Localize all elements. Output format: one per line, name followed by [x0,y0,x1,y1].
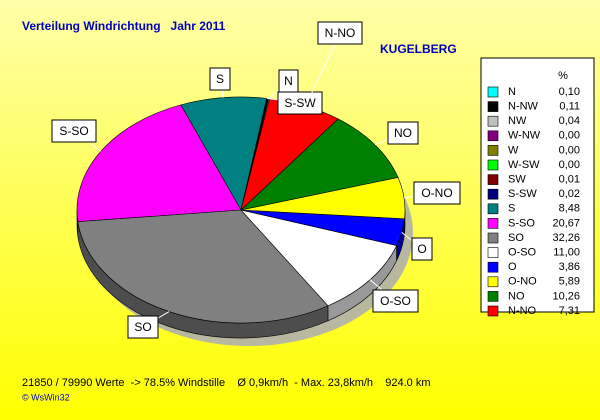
slice-label: N-NO [325,26,356,40]
legend-value: 0,10 [559,86,580,98]
slice-label-box [277,91,323,115]
legend-value: 20,67 [552,217,580,229]
legend-value: 0,00 [559,159,580,171]
slice-label: N [284,74,293,88]
slice-label: O-NO [421,186,452,200]
legend-value: 32,26 [552,232,580,244]
slice-label-box [372,289,419,313]
legend-swatch [487,305,499,317]
legend-swatch [487,101,499,112]
slice [240,118,399,211]
legend-value: 0,01 [559,174,580,186]
legend-label: NO [508,290,525,302]
legend-swatch [487,159,499,171]
slice-label: S-SW [284,96,316,110]
leader-line [305,32,341,107]
legend-label: SW [508,174,526,186]
legend-swatch [487,203,499,215]
legend-label: W-NW [508,130,541,142]
slice-label-box [51,119,97,143]
legend-label: W [508,144,519,156]
slice-label: NO [394,126,412,140]
footer: 21850 / 79990 Werte -> 78.5% Windstille … [22,377,431,389]
slice [76,104,242,223]
slice-label-box [413,181,461,205]
slice-label: O-SO [380,294,411,308]
legend-label: S-SW [508,188,537,200]
slice [240,209,398,307]
legend-value: 0,04 [559,115,580,127]
legend-value: 7,31 [559,305,580,317]
legend-swatch [487,130,499,142]
legend-value: 8,48 [559,203,580,215]
legend-value: 5,89 [559,276,580,288]
legend-label: NW [508,115,527,127]
legend-label: N-NO [508,305,537,317]
legend-swatch [487,218,499,229]
slice-label: SO [134,320,151,334]
legend-label: O-SO [508,247,537,259]
legend-swatch [487,188,499,200]
slice-label: O [417,242,426,256]
legend-box [480,57,595,313]
slice [180,96,268,211]
legend-value: 10,26 [552,290,580,302]
legend-swatch [487,145,499,156]
legend-swatch [487,291,499,302]
slice-label-box [317,21,363,45]
legend-label: SO [508,232,524,244]
legend-swatch [487,174,499,185]
legend-label: S-SO [508,217,535,229]
legend-swatch [487,276,499,288]
legend-swatch [487,247,499,258]
legend-value: 0,02 [559,188,580,200]
legend-value: 3,86 [559,261,580,273]
slice-label: S-SO [59,124,88,138]
slice-label-box [387,121,419,145]
legend-label: N-NW [508,101,539,113]
chart-title: Verteilung Windrichtung Jahr 2011 [22,19,226,33]
legend-value: 0,00 [559,144,580,156]
credit: © WsWin32 [22,392,70,402]
legend-header: % [558,70,568,82]
legend-label: W-SW [508,159,540,171]
slice-label-box [127,315,159,339]
legend-swatch [487,115,499,127]
legend-label: N [508,86,516,98]
legend-value: 11,00 [553,247,580,259]
legend-label: S [508,203,515,215]
slice-label: S [216,72,224,86]
legend-value: 0,00 [559,130,580,142]
legend-swatch [487,261,499,273]
legend-swatch [487,232,499,244]
legend-value: 0,11 [559,101,580,113]
location: KUGELBERG [380,42,457,56]
legend-label: O [508,261,517,273]
legend-swatch [487,86,499,98]
slice-label-box [209,67,231,91]
legend-label: O-NO [508,276,537,288]
slice-label-box [411,237,433,261]
